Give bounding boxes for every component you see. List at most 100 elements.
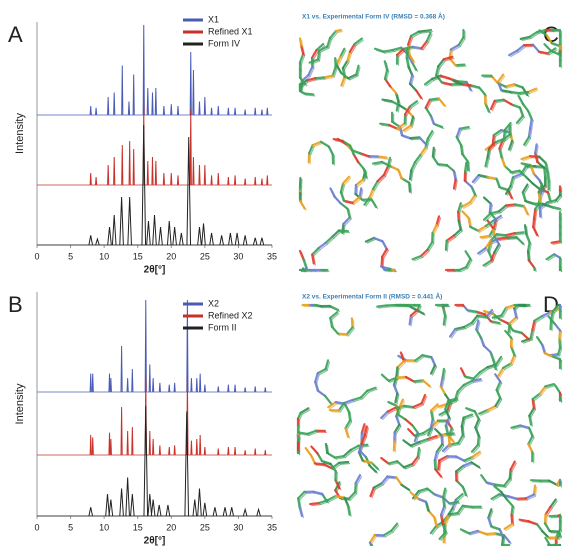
bond (509, 324, 512, 335)
bond (544, 505, 552, 516)
bond (334, 494, 346, 499)
bond (504, 303, 516, 309)
bond (326, 494, 337, 502)
bond (309, 67, 315, 78)
bond (390, 100, 401, 107)
bond (547, 255, 557, 262)
bond (328, 38, 333, 49)
bond (546, 163, 550, 174)
bond (311, 503, 322, 507)
bond (450, 502, 461, 506)
bond (426, 139, 430, 150)
bond (329, 187, 336, 198)
bond (442, 314, 447, 326)
x-axis-label: 2θ[°] (144, 265, 166, 276)
bond (298, 506, 304, 518)
bond (560, 339, 563, 350)
peak (89, 172, 92, 186)
bond (489, 525, 501, 531)
bond (485, 532, 497, 536)
peak (189, 51, 192, 116)
bond (503, 477, 511, 487)
bond (378, 157, 389, 160)
bond (463, 203, 473, 209)
bond (362, 436, 368, 446)
bond (548, 201, 558, 205)
x-axis-label: 2θ[°] (144, 536, 166, 546)
bond (413, 492, 421, 501)
bond (411, 32, 422, 39)
bond (398, 362, 406, 370)
legend-label: X1 (208, 14, 219, 24)
bond (534, 174, 542, 183)
bond (334, 479, 341, 490)
bond (409, 115, 415, 127)
bond (347, 490, 357, 500)
bond (424, 137, 429, 149)
bond (461, 485, 468, 497)
bond (317, 241, 327, 250)
bond (359, 444, 364, 455)
bond (508, 139, 514, 151)
bond (395, 406, 401, 418)
bond (348, 209, 352, 220)
bond (346, 421, 353, 431)
bond (527, 520, 539, 526)
bond (450, 443, 461, 447)
bond (510, 470, 513, 481)
bond (440, 533, 448, 541)
bond (446, 426, 450, 437)
bond (433, 493, 444, 499)
bond (380, 160, 392, 168)
bond (511, 462, 517, 472)
bond (426, 100, 432, 110)
bond (487, 310, 495, 320)
bond (523, 185, 530, 195)
bond (420, 39, 428, 50)
bond (346, 207, 351, 219)
bond (330, 306, 341, 312)
bond (469, 84, 481, 89)
bond (559, 49, 563, 57)
bond (527, 426, 534, 438)
bond (449, 399, 460, 403)
bond (322, 74, 334, 79)
bond (537, 30, 548, 35)
x-tick-label: 0 (34, 522, 39, 532)
bond (376, 304, 388, 308)
bond (523, 224, 528, 236)
bond (513, 203, 525, 208)
bond (496, 73, 505, 84)
bond (484, 346, 493, 354)
bond (400, 134, 412, 140)
bond (446, 507, 454, 517)
bond (395, 366, 399, 378)
bond (541, 343, 546, 355)
bond (448, 435, 456, 444)
bond (343, 68, 347, 80)
bond (299, 433, 310, 437)
bond (472, 371, 482, 380)
bond (535, 28, 547, 34)
bond (484, 214, 493, 222)
bond (349, 75, 359, 81)
bond (548, 530, 560, 533)
bond (370, 189, 376, 200)
bond (398, 49, 406, 57)
x-tick-label: 10 (99, 251, 109, 261)
bond (370, 466, 379, 474)
peak (210, 175, 213, 186)
bond (487, 508, 493, 519)
bond (359, 453, 365, 463)
bond (507, 495, 518, 500)
bond (505, 184, 512, 195)
bond (497, 236, 509, 240)
bond (494, 137, 505, 144)
bond (424, 98, 431, 109)
bond (300, 81, 309, 89)
peak (219, 235, 224, 246)
bond (432, 411, 435, 422)
bond (479, 226, 488, 233)
bond (300, 201, 307, 211)
bond (396, 47, 405, 56)
